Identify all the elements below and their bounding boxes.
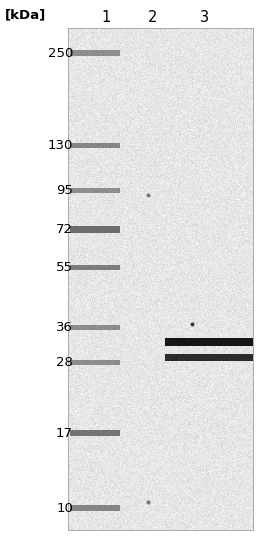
Text: [kDa]: [kDa] xyxy=(5,8,46,21)
Bar xyxy=(70,361,120,365)
Text: 28: 28 xyxy=(56,356,73,369)
Bar xyxy=(165,338,253,345)
Bar xyxy=(70,226,120,233)
Text: 10: 10 xyxy=(56,502,73,515)
Bar xyxy=(70,430,120,437)
Text: 3: 3 xyxy=(200,10,209,25)
Text: 55: 55 xyxy=(56,261,73,274)
Text: 17: 17 xyxy=(56,427,73,440)
Text: 250: 250 xyxy=(48,47,73,60)
Bar xyxy=(70,188,120,192)
Text: 1: 1 xyxy=(102,10,111,25)
Text: 130: 130 xyxy=(48,139,73,152)
Bar xyxy=(70,265,120,270)
Bar xyxy=(70,143,120,148)
Bar xyxy=(165,354,253,361)
Text: 72: 72 xyxy=(56,223,73,236)
Text: 2: 2 xyxy=(148,10,157,25)
Bar xyxy=(70,506,120,512)
Bar xyxy=(70,50,120,56)
Text: 36: 36 xyxy=(56,321,73,334)
Text: 95: 95 xyxy=(56,184,73,197)
Bar xyxy=(70,325,120,330)
Bar xyxy=(68,28,253,530)
